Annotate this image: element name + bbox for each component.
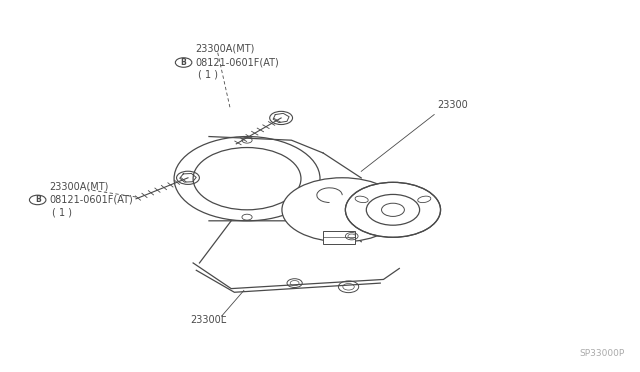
Text: SP33000P: SP33000P bbox=[579, 349, 625, 358]
Ellipse shape bbox=[282, 178, 403, 242]
Text: B: B bbox=[180, 58, 186, 67]
Ellipse shape bbox=[355, 196, 368, 203]
Text: ( 1 ): ( 1 ) bbox=[198, 70, 218, 80]
Text: 23300L: 23300L bbox=[190, 315, 226, 325]
Text: 23300: 23300 bbox=[437, 100, 468, 110]
Ellipse shape bbox=[418, 196, 431, 203]
Text: B: B bbox=[35, 195, 40, 205]
FancyBboxPatch shape bbox=[323, 231, 355, 244]
Text: 08121-0601F(AT): 08121-0601F(AT) bbox=[49, 195, 133, 205]
Text: 08121-0601F(AT): 08121-0601F(AT) bbox=[195, 58, 279, 67]
Text: 23300A(MT): 23300A(MT) bbox=[49, 181, 108, 191]
Text: 23300A(MT): 23300A(MT) bbox=[195, 44, 254, 54]
Circle shape bbox=[346, 183, 440, 237]
Text: ( 1 ): ( 1 ) bbox=[52, 207, 72, 217]
